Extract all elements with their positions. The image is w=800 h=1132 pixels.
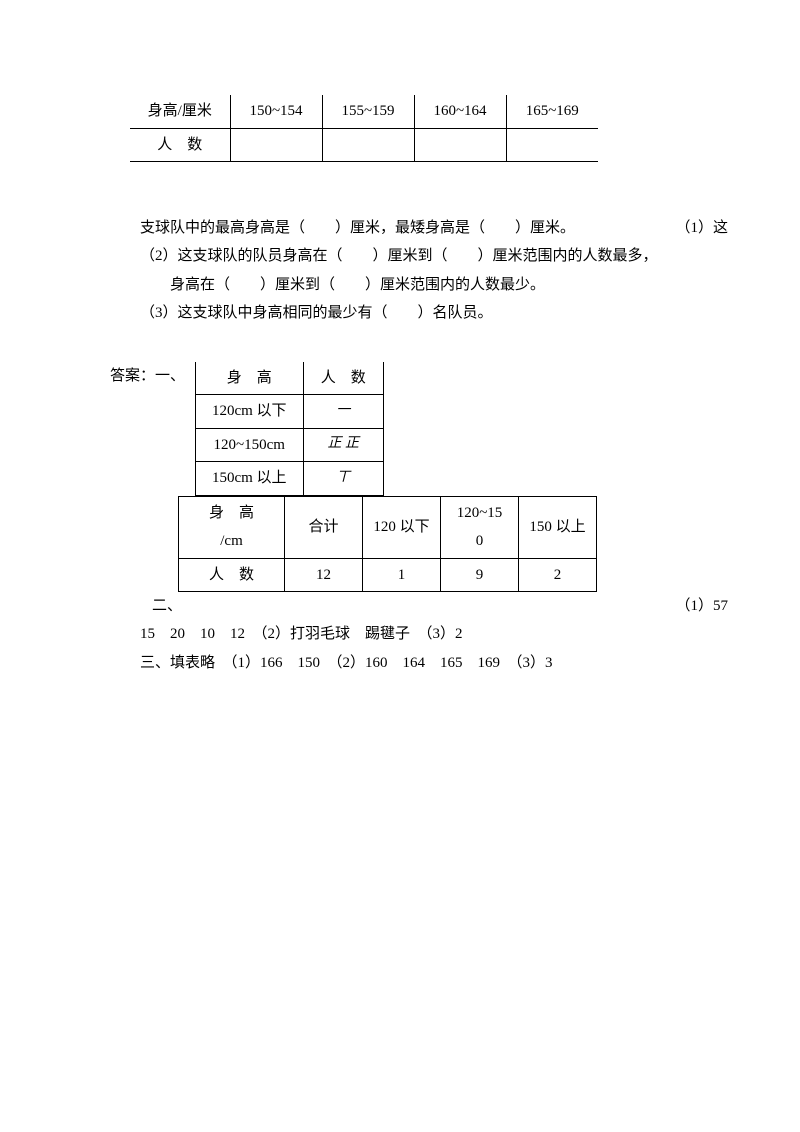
t1-h0: 身高/厘米 <box>130 95 230 128</box>
t1-h2: 155~159 <box>322 95 414 128</box>
t1-r2-4 <box>506 128 598 162</box>
q2: （2）这支球队的队员身高在（ ）厘米到（ ）厘米范围内的人数最多， <box>60 242 740 271</box>
t3-v1: 1 <box>363 558 441 592</box>
q3: （3）这支球队中身高相同的最少有（ ）名队员。 <box>60 299 740 328</box>
t2-r2-t: ㄒ <box>303 462 383 496</box>
t1-h3: 160~164 <box>414 95 506 128</box>
ans2-line1: 15 20 10 12 （2）打羽毛球 踢毽子 （3）2 <box>60 620 740 649</box>
t3-v2: 9 <box>441 558 519 592</box>
ans2-r1: （1）57 <box>675 592 728 621</box>
q2b: 身高在（ ）厘米到（ ）厘米范围内的人数最少。 <box>60 271 740 300</box>
t1-r2-2 <box>322 128 414 162</box>
t1-h4: 165~169 <box>506 95 598 128</box>
t3-h4: 150 以上 <box>519 496 597 558</box>
t3-r2-l: 人 数 <box>179 558 285 592</box>
q1-line1: 支球队中的最高身高是（ ）厘米，最矮身高是（ ）厘米。 <box>60 214 740 243</box>
ans-label: 答案：一、 <box>110 362 185 391</box>
t2-r0-t: 一 <box>303 395 383 429</box>
ans2-two: 二、 <box>152 592 182 621</box>
t1-r2-1 <box>230 128 322 162</box>
t1-h1: 150~154 <box>230 95 322 128</box>
summary-table: 身 高 /cm 合计 120 以下 120~150 150 以上 人 数 12 … <box>178 496 597 593</box>
t3-v0: 12 <box>285 558 363 592</box>
ans3: 三、填表略 （1）166 150 （2）160 164 165 169 （3）3 <box>60 649 740 678</box>
t2-r1-l: 120~150cm <box>195 428 303 462</box>
t2-r1-t: 正 正 <box>303 428 383 462</box>
q1-trail: （1）这 <box>675 214 728 243</box>
t3-c1a: 身 高 <box>209 505 254 521</box>
t3-h2: 120 以下 <box>363 496 441 558</box>
question-block: （1）这 支球队中的最高身高是（ ）厘米，最矮身高是（ ）厘米。 （2）这支球队… <box>60 214 740 328</box>
t2-r0-l: 120cm 以下 <box>195 395 303 429</box>
tally-table: 身 高 人 数 120cm 以下 一 120~150cm 正 正 150cm 以… <box>195 362 384 496</box>
t3-v3: 2 <box>519 558 597 592</box>
answer-block: 答案：一、 身 高 人 数 120cm 以下 一 120~150cm 正 正 1… <box>60 362 740 678</box>
t3-h1: 合计 <box>285 496 363 558</box>
t2-h1: 人 数 <box>303 362 383 395</box>
ans2-row: 二、 （1）57 <box>60 592 740 620</box>
page: 身高/厘米 150~154 155~159 160~164 165~169 人 … <box>0 0 800 677</box>
t1-r2-label: 人 数 <box>130 128 230 162</box>
t3-c1: 身 高 /cm <box>179 496 285 558</box>
t1-r2-3 <box>414 128 506 162</box>
t2-h0: 身 高 <box>195 362 303 395</box>
t3-h3: 120~150 <box>441 496 519 558</box>
height-table-1: 身高/厘米 150~154 155~159 160~164 165~169 人 … <box>130 95 598 186</box>
t2-r2-l: 150cm 以上 <box>195 462 303 496</box>
t3-c1b: /cm <box>220 533 243 549</box>
